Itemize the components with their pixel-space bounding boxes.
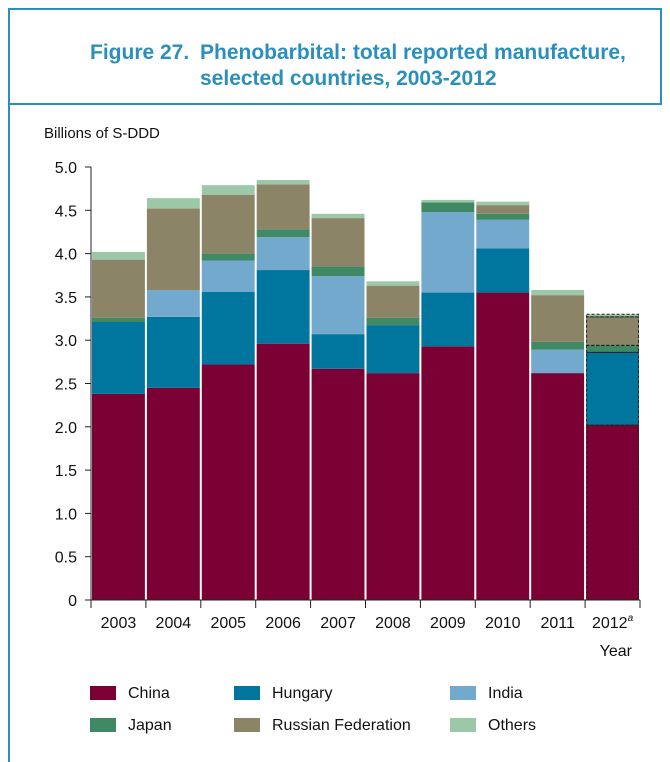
y-tick-label: 0 bbox=[68, 593, 77, 610]
bar-segment-china-2012 bbox=[586, 425, 639, 600]
y-tick-label: 4.0 bbox=[55, 247, 77, 264]
bar-segment-china-2008 bbox=[366, 373, 420, 600]
legend-label-india: India bbox=[488, 685, 523, 702]
bar-segment-others-2012 bbox=[586, 314, 639, 317]
x-axis-label: Year bbox=[600, 643, 633, 660]
bar-segment-russian-federation-2004 bbox=[146, 208, 200, 290]
x-tick-label: 2003 bbox=[101, 615, 137, 632]
bar-segment-japan-2010 bbox=[476, 213, 530, 220]
figure-title: Phenobarbital: total reported manufactur… bbox=[200, 41, 626, 90]
bar-segment-russian-federation-2012 bbox=[586, 316, 639, 346]
bar-segment-russian-federation-2006 bbox=[256, 184, 310, 230]
y-tick-label: 2.0 bbox=[55, 420, 77, 437]
y-tick-label: 1.5 bbox=[55, 463, 77, 480]
x-tick-label: 2004 bbox=[156, 615, 192, 632]
x-tick-label: 2007 bbox=[320, 615, 356, 632]
bar-segment-others-2003 bbox=[92, 251, 145, 260]
bar-segment-hungary-2005 bbox=[201, 291, 255, 365]
bar-segment-china-2011 bbox=[531, 373, 585, 600]
bar-estimate-outline bbox=[586, 313, 639, 318]
bar-segment-russian-federation-2007 bbox=[311, 218, 365, 267]
y-tick-label: 4.5 bbox=[55, 203, 77, 220]
legend-swatch-others bbox=[450, 718, 476, 732]
x-tick-label: 2011 bbox=[540, 615, 575, 632]
bar-segment-china-2003 bbox=[92, 393, 145, 600]
frame-left-border bbox=[8, 8, 10, 762]
bar-segment-others-2006 bbox=[256, 179, 310, 185]
legend-label-hungary: Hungary bbox=[272, 685, 332, 702]
x-tick-label: 2012a bbox=[592, 613, 634, 632]
bar-segment-russian-federation-2005 bbox=[201, 194, 255, 254]
bar-segment-russian-federation-2011 bbox=[531, 295, 585, 342]
frame-right-border bbox=[660, 8, 662, 103]
bar-segment-japan-2006 bbox=[256, 229, 310, 238]
bar-segment-japan-2005 bbox=[201, 253, 255, 261]
y-axis-label: Billions of S-DDD bbox=[44, 125, 160, 142]
bar-segment-japan-2008 bbox=[366, 317, 420, 326]
bar-segment-china-2009 bbox=[421, 346, 475, 600]
x-tick-label: 2005 bbox=[210, 615, 246, 632]
bar-segment-japan-2011 bbox=[531, 341, 585, 350]
bar-segment-china-2004 bbox=[146, 387, 200, 600]
x-tick-label: 2008 bbox=[375, 615, 411, 632]
y-tick-label: 3.5 bbox=[55, 290, 77, 307]
bar-segment-hungary-2012 bbox=[586, 352, 639, 426]
y-tick-label: 1.0 bbox=[55, 506, 77, 523]
frame-top-border bbox=[8, 8, 662, 10]
bar-segment-russian-federation-2003 bbox=[92, 259, 145, 318]
bar-segment-india-2007 bbox=[311, 276, 365, 335]
bar-segment-russian-federation-2010 bbox=[476, 205, 530, 214]
bar-segment-others-2008 bbox=[366, 281, 420, 286]
bar-segment-india-2009 bbox=[421, 212, 475, 293]
bar-segment-china-2006 bbox=[256, 343, 310, 600]
bar-segment-japan-2003 bbox=[92, 317, 145, 323]
bar-segment-others-2007 bbox=[311, 213, 365, 219]
bar-segment-others-2009 bbox=[421, 199, 475, 203]
bar-segment-hungary-2008 bbox=[366, 325, 420, 374]
y-tick-label: 3.0 bbox=[55, 333, 77, 350]
bar-segment-india-2010 bbox=[476, 219, 530, 249]
title-divider bbox=[10, 103, 662, 105]
legend-swatch-hungary bbox=[234, 686, 260, 700]
bar-segment-others-2005 bbox=[201, 185, 255, 195]
x-tick-label: 2010 bbox=[485, 615, 521, 632]
bar-segment-hungary-2004 bbox=[146, 316, 200, 388]
x-tick-label: 2009 bbox=[430, 615, 466, 632]
legend-label-others: Others bbox=[488, 717, 536, 734]
bar-segment-hungary-2009 bbox=[421, 292, 475, 347]
bar-segment-japan-2009 bbox=[421, 202, 475, 213]
bar-segment-india-2005 bbox=[201, 260, 255, 292]
figure-number: Figure 27. bbox=[90, 41, 190, 64]
legend-label-russian-federation: Russian Federation bbox=[272, 717, 411, 734]
bar-segment-japan-2012 bbox=[586, 345, 639, 353]
bar-estimate-outline bbox=[586, 351, 639, 426]
legend-swatch-russian-federation bbox=[234, 718, 260, 732]
bar-segment-others-2010 bbox=[476, 201, 530, 206]
bar-segment-hungary-2010 bbox=[476, 248, 530, 293]
bar-segment-others-2004 bbox=[146, 198, 200, 209]
y-tick-label: 5.0 bbox=[55, 160, 77, 177]
legend-label-japan: Japan bbox=[128, 717, 172, 734]
bar-segment-hungary-2007 bbox=[311, 334, 365, 369]
bar-segment-china-2007 bbox=[311, 368, 365, 600]
x-tick-label: 2006 bbox=[265, 615, 301, 632]
legend-swatch-india bbox=[450, 686, 476, 700]
bar-segment-russian-federation-2008 bbox=[366, 285, 420, 318]
bar-segment-hungary-2003 bbox=[92, 322, 145, 394]
bar-segment-india-2006 bbox=[256, 237, 310, 271]
bar-segment-india-2004 bbox=[146, 289, 200, 317]
bar-segment-hungary-2006 bbox=[256, 270, 310, 344]
legend-swatch-japan bbox=[90, 718, 116, 732]
bar-segment-others-2011 bbox=[531, 289, 585, 296]
legend-label-china: China bbox=[128, 685, 170, 702]
bar-segment-china-2005 bbox=[201, 364, 255, 600]
bar-segment-india-2011 bbox=[531, 349, 585, 374]
y-tick-label: 2.5 bbox=[55, 377, 77, 394]
bar-segment-china-2010 bbox=[476, 292, 530, 600]
bar-segment-japan-2007 bbox=[311, 266, 365, 277]
legend-swatch-china bbox=[90, 686, 116, 700]
y-tick-label: 0.5 bbox=[55, 550, 77, 567]
